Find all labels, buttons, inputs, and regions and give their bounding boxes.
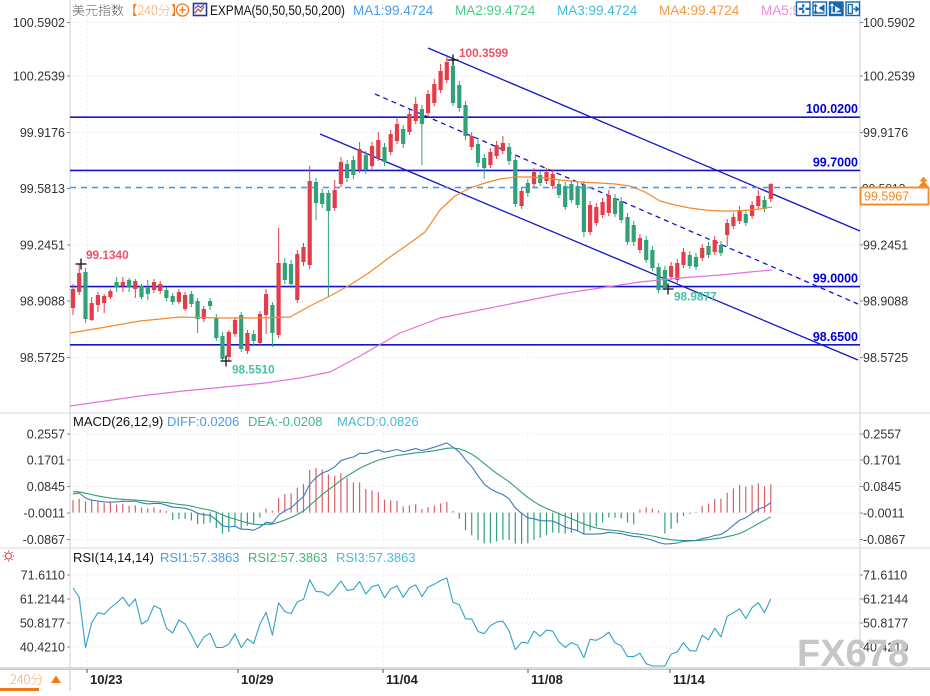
svg-text:0.0845: 0.0845 xyxy=(27,480,65,494)
svg-text:98.6500: 98.6500 xyxy=(813,330,858,344)
svg-text:100.2539: 100.2539 xyxy=(13,70,65,84)
svg-text:-0.0867: -0.0867 xyxy=(863,533,905,547)
svg-text:0.0845: 0.0845 xyxy=(863,480,901,494)
svg-text:99.0000: 99.0000 xyxy=(813,272,858,286)
svg-text:MA5:9: MA5:9 xyxy=(761,3,800,18)
svg-text:DEA:-0.0208: DEA:-0.0208 xyxy=(248,414,322,429)
svg-text:MA3:99.4724: MA3:99.4724 xyxy=(557,3,638,18)
svg-text:RSI1:57.3863: RSI1:57.3863 xyxy=(160,550,240,565)
svg-text:98.9877: 98.9877 xyxy=(674,290,717,304)
svg-text:71.6110: 71.6110 xyxy=(863,569,907,583)
svg-text:MACD(26,12,9): MACD(26,12,9) xyxy=(73,414,163,429)
svg-text:0.2557: 0.2557 xyxy=(863,428,901,442)
svg-text:RSI(14,14,14): RSI(14,14,14) xyxy=(73,550,154,565)
svg-text:98.9088: 98.9088 xyxy=(863,295,908,309)
svg-text:99.2451: 99.2451 xyxy=(863,239,908,253)
svg-text:-0.0011: -0.0011 xyxy=(863,507,905,521)
svg-text:MA1:99.4724: MA1:99.4724 xyxy=(353,3,434,18)
svg-text:RSI2:57.3863: RSI2:57.3863 xyxy=(248,550,328,565)
svg-text:0.1701: 0.1701 xyxy=(27,454,65,468)
svg-text:10/29: 10/29 xyxy=(241,672,274,687)
svg-text:99.5813: 99.5813 xyxy=(20,182,65,196)
svg-text:61.2144: 61.2144 xyxy=(863,593,908,607)
svg-text:EXPMA(50,50,50,50,200): EXPMA(50,50,50,50,200) xyxy=(210,3,345,18)
svg-text:11/04: 11/04 xyxy=(386,672,419,687)
svg-text:MA4:99.4724: MA4:99.4724 xyxy=(659,3,740,18)
svg-text:40.4210: 40.4210 xyxy=(863,641,908,655)
svg-text:DIFF:0.0206: DIFF:0.0206 xyxy=(167,414,239,429)
svg-text:MA2:99.4724: MA2:99.4724 xyxy=(455,3,536,18)
svg-text:FX678: FX678 xyxy=(797,633,909,675)
svg-text:100.5902: 100.5902 xyxy=(13,16,65,30)
svg-text:99.2451: 99.2451 xyxy=(20,239,65,253)
svg-text:10/23: 10/23 xyxy=(90,672,123,687)
svg-text:-0.0867: -0.0867 xyxy=(23,533,65,547)
svg-text:99.9176: 99.9176 xyxy=(20,126,65,140)
svg-text:99.1340: 99.1340 xyxy=(86,248,129,262)
svg-text:0.2557: 0.2557 xyxy=(27,428,65,442)
svg-text:98.5510: 98.5510 xyxy=(232,363,275,377)
svg-text:-0.0011: -0.0011 xyxy=(24,507,66,521)
svg-text:99.5967: 99.5967 xyxy=(864,190,909,204)
svg-text:11/08: 11/08 xyxy=(531,672,563,687)
svg-text:98.9088: 98.9088 xyxy=(20,295,65,309)
svg-text:98.5725: 98.5725 xyxy=(863,351,908,365)
svg-text:50.8177: 50.8177 xyxy=(20,617,65,631)
svg-text:0.1701: 0.1701 xyxy=(863,454,901,468)
svg-text:99.7000: 99.7000 xyxy=(813,155,858,169)
svg-text:100.2539: 100.2539 xyxy=(863,70,915,84)
svg-text:71.6110: 71.6110 xyxy=(21,569,65,583)
svg-text:98.5725: 98.5725 xyxy=(20,351,65,365)
svg-text:100.5902: 100.5902 xyxy=(863,16,915,30)
svg-text:100.0200: 100.0200 xyxy=(806,102,858,116)
svg-text:11/14: 11/14 xyxy=(673,672,706,687)
svg-text:MACD:0.0826: MACD:0.0826 xyxy=(337,414,419,429)
svg-text:40.4210: 40.4210 xyxy=(20,641,65,655)
svg-text:61.2144: 61.2144 xyxy=(20,593,65,607)
svg-text:100.3599: 100.3599 xyxy=(459,46,509,60)
svg-text:99.9176: 99.9176 xyxy=(863,126,908,140)
svg-text:50.8177: 50.8177 xyxy=(863,617,908,631)
svg-text:RSI3:57.3863: RSI3:57.3863 xyxy=(336,550,416,565)
